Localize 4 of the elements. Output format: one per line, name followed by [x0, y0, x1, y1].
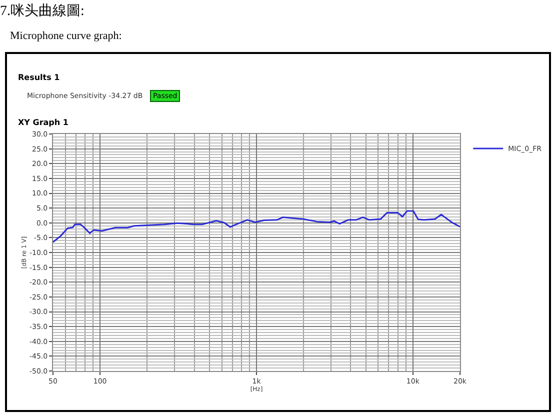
- text: Results 1: [18, 73, 60, 82]
- chart-subtitle: Microphone curve graph:: [10, 30, 122, 42]
- chart-title: 7.咪头曲線圖:: [0, 2, 84, 20]
- text: XY Graph 1: [18, 118, 68, 127]
